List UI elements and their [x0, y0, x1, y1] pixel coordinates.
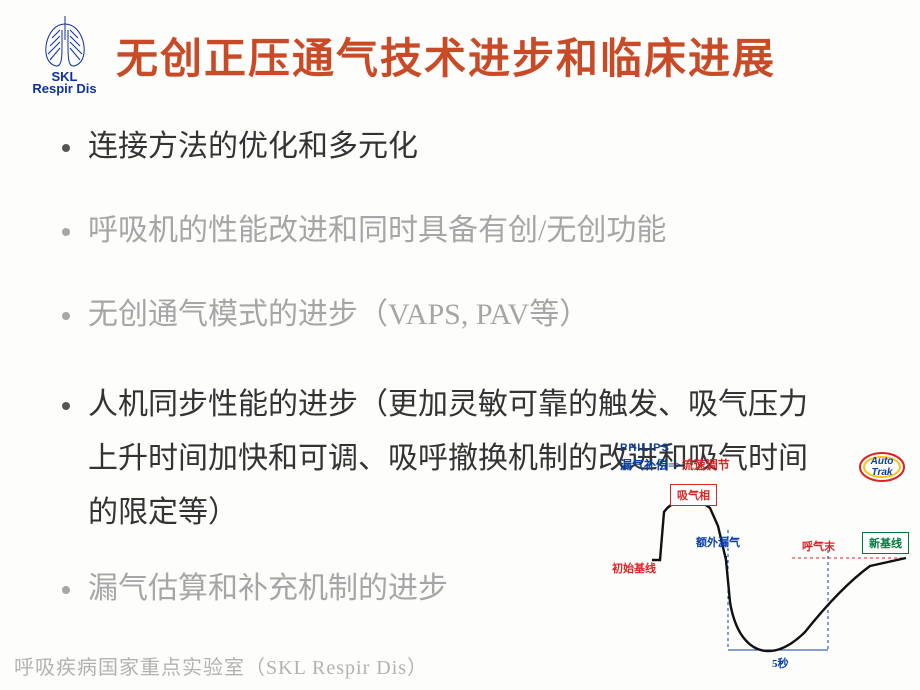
extra-leak-label: 额外漏气	[696, 534, 740, 550]
slide-title: 无创正压通气技术进步和临床进展	[116, 25, 776, 86]
flow-diagram: PHILIPS 漏气补偿=>流速调节 Auto Trak 吸气相 额外漏气 初始…	[610, 442, 910, 672]
bullet-dot	[62, 228, 70, 236]
logo-text-line2: Respir Dis	[22, 82, 107, 96]
svg-text:Auto: Auto	[870, 456, 894, 467]
bullet-item: 呼吸机的性能改进和同时具备有创/无创功能	[62, 204, 872, 258]
bullet-dot	[62, 144, 70, 152]
time-label: 5秒	[772, 655, 789, 671]
subtitle-red: 流速调节	[682, 458, 730, 472]
bullet-text: 漏气估算和补充机制的进步	[88, 562, 448, 616]
inhale-box: 吸气相	[670, 484, 717, 506]
logo-block: SKL Respir Dis	[22, 10, 107, 97]
bullet-text: 无创通气模式的进步（VAPS, PAV等）	[88, 288, 589, 342]
diagram-subtitle: 漏气补偿=>流速调节	[620, 456, 730, 473]
exhale-end-label: 呼气末	[802, 538, 835, 554]
philips-brand: PHILIPS	[620, 442, 670, 454]
init-baseline-label: 初始基线	[612, 560, 656, 576]
bullet-dot	[62, 312, 70, 320]
bullet-dot	[62, 586, 70, 594]
bullet-dot	[62, 402, 70, 410]
lungs-icon	[34, 10, 96, 72]
bullet-text: 连接方法的优化和多元化	[88, 120, 418, 174]
footer-text: 呼吸疾病国家重点实验室（SKL Respir Dis）	[14, 651, 428, 680]
bullet-item: 连接方法的优化和多元化	[62, 120, 872, 174]
bullet-item: 无创通气模式的进步（VAPS, PAV等）	[62, 288, 872, 342]
bullet-text: 呼吸机的性能改进和同时具备有创/无创功能	[88, 204, 666, 258]
new-baseline-box: 新基线	[862, 532, 909, 554]
subtitle-blue: 漏气补偿=>	[620, 458, 682, 472]
